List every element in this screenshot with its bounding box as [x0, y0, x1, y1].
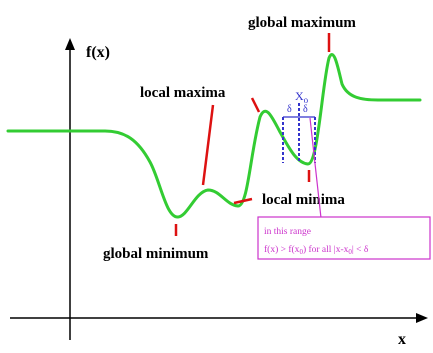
note-line-2-part-2: ) for all |x-x	[303, 244, 349, 255]
delta-right-label: δ	[303, 104, 308, 115]
note-line-2-part-3: | < δ	[352, 245, 369, 255]
local-minima-pointer-1	[233, 197, 253, 205]
note-line-2-sub-1: 0	[299, 248, 303, 256]
note-line-2-part-1: f(x) > f(x	[264, 244, 300, 255]
note-line-2-sub-2: 0	[348, 248, 352, 256]
y-axis-label: f(x)	[86, 44, 110, 61]
function-curve	[6, 53, 422, 219]
global-maximum-label: global maximum	[248, 15, 356, 31]
note-box	[257, 216, 431, 260]
note-line-2: f(x) > f(x0) for all |x-x0| < δ	[264, 244, 369, 256]
note-line-1: in this range	[264, 227, 311, 237]
x-axis-label: x	[398, 331, 406, 348]
x0-label: Xo	[295, 89, 309, 105]
delta-left-label: δ	[287, 104, 292, 115]
local-maxima-pointer-1	[201, 104, 215, 186]
x0-letter: X	[295, 89, 304, 103]
local-maxima-pointer-2	[250, 97, 261, 113]
local-minima-label: local minima	[262, 192, 345, 208]
global-minimum-label: global minimum	[103, 246, 209, 262]
local-maxima-label: local maxima	[140, 85, 226, 101]
x-axis-arrowhead	[416, 313, 428, 323]
y-axis-arrowhead	[65, 38, 75, 50]
x0-subscript: o	[304, 95, 309, 105]
note-connector	[309, 117, 322, 219]
